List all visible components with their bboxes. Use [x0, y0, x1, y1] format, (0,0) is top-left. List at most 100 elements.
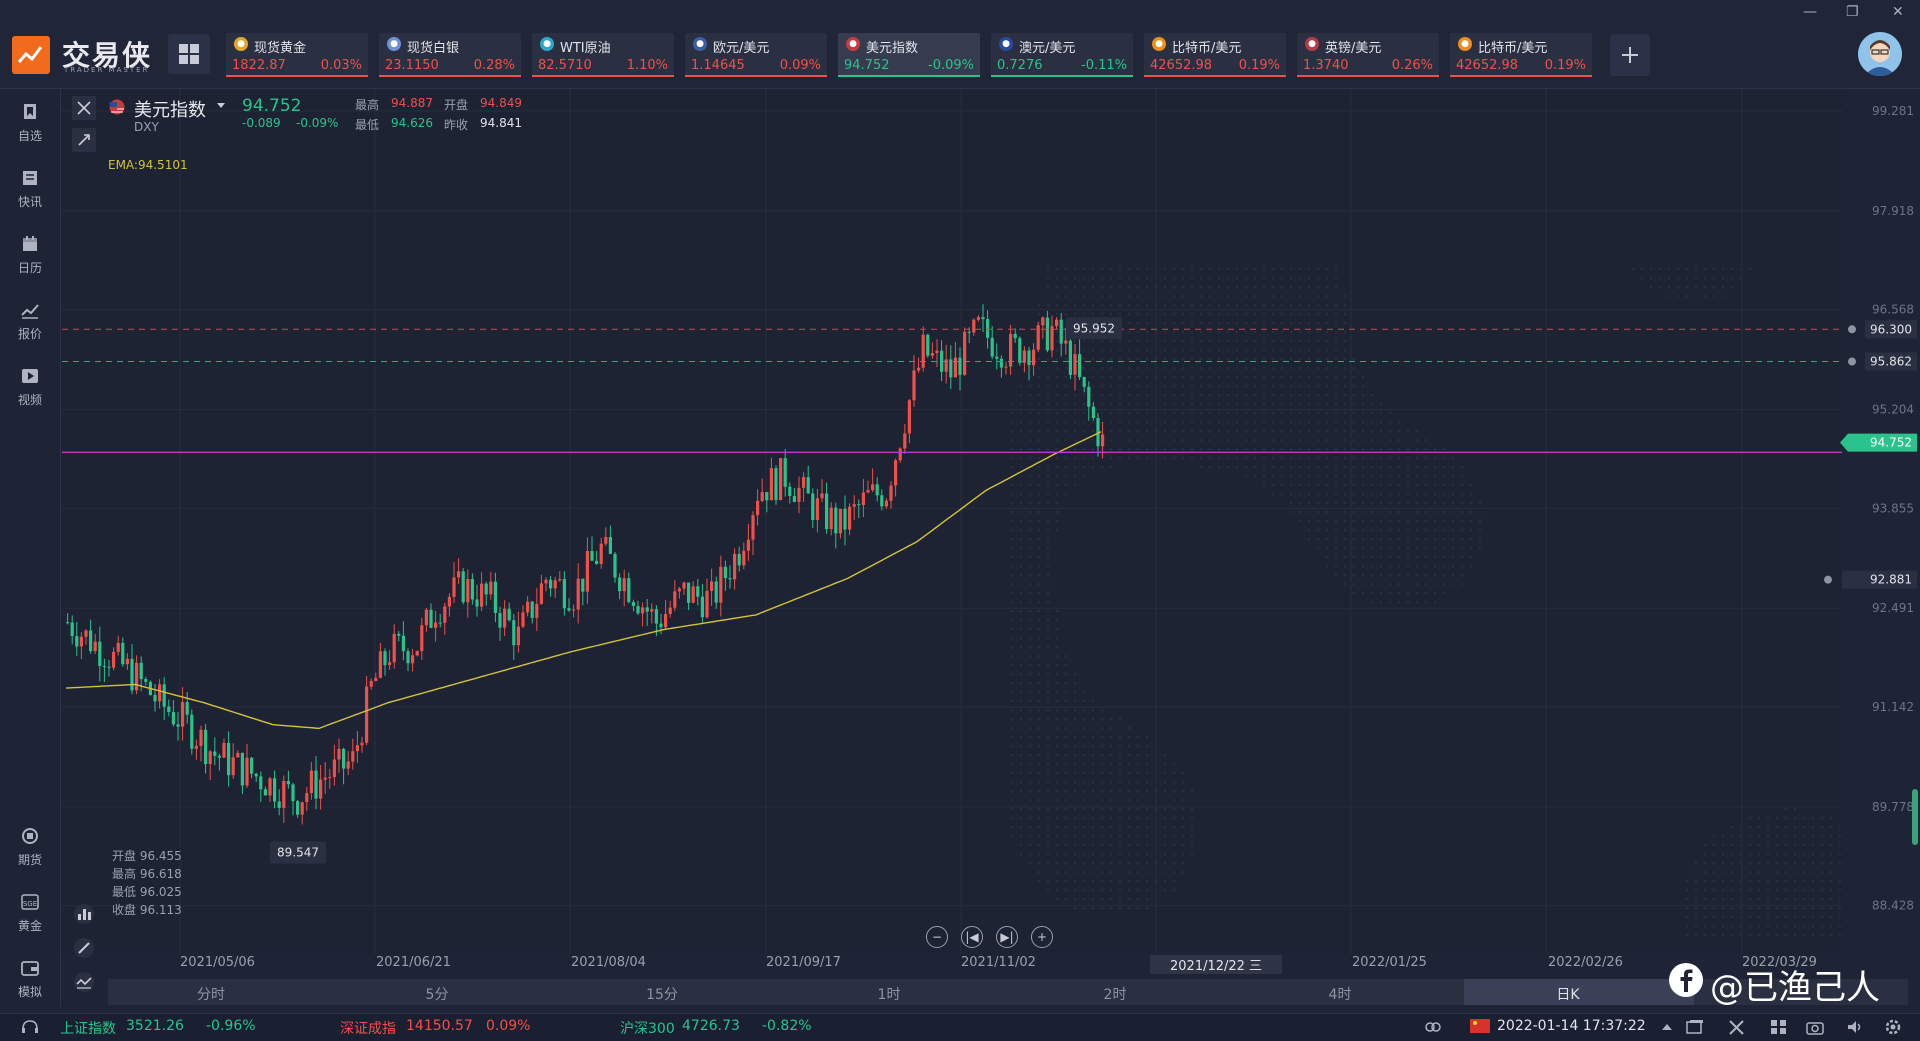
map-dot: [1721, 276, 1725, 280]
sidebar-item-calendar[interactable]: 日历: [0, 229, 60, 283]
map-dot: [1442, 591, 1446, 595]
layout-grid-button[interactable]: [168, 34, 210, 74]
candle-body: [788, 486, 792, 496]
quote-card[interactable]: ● 比特币/美元 42652.98 0.19%: [1144, 33, 1286, 77]
map-dot: [1424, 465, 1428, 469]
map-dot: [1127, 321, 1131, 325]
indicator-icon[interactable]: [73, 903, 95, 925]
sidebar-item-quotes[interactable]: 报价: [0, 295, 60, 349]
map-dot: [1784, 933, 1788, 937]
minimize-button[interactable]: —: [1803, 4, 1817, 20]
volume-icon[interactable]: [1846, 1019, 1864, 1035]
chart-type-icon[interactable]: [73, 971, 95, 993]
quote-card[interactable]: ● 欧元/美元 1.14645 0.09%: [685, 33, 827, 77]
map-dot: [1694, 276, 1698, 280]
map-dot: [1460, 537, 1464, 541]
kline-chart[interactable]: 99.28197.91896.56895.20493.85592.49191.1…: [62, 89, 1920, 979]
map-dot: [1055, 717, 1059, 721]
map-dot: [1136, 771, 1140, 775]
symbol-title[interactable]: 美元指数: [134, 100, 206, 121]
map-dot: [1325, 366, 1329, 370]
map-dot: [1082, 402, 1086, 406]
zoom-in-button[interactable]: +: [1031, 926, 1053, 948]
map-dot: [1100, 816, 1104, 820]
map-dot: [1019, 492, 1023, 496]
sh-index-label[interactable]: 上证指数: [60, 1021, 116, 1037]
map-dot: [1406, 537, 1410, 541]
timeframe-tab[interactable]: 5分: [425, 987, 449, 1003]
expand-chart-icon[interactable]: [72, 128, 96, 152]
camera-icon[interactable]: [1806, 1019, 1824, 1035]
map-dot: [1640, 267, 1644, 271]
quote-price: 1822.87: [232, 58, 286, 73]
draw-pen-icon[interactable]: [73, 937, 95, 959]
plus-icon: [1622, 47, 1638, 63]
candle-body: [636, 606, 640, 614]
map-dot: [1370, 564, 1374, 568]
sidebar-item-simulate[interactable]: 模拟: [0, 953, 60, 1007]
close-button[interactable]: ✕: [1892, 4, 1904, 20]
hs300-label[interactable]: 沪深300: [620, 1021, 675, 1037]
candle-body: [66, 622, 70, 624]
map-dot: [1037, 537, 1041, 541]
map-dot: [1217, 465, 1221, 469]
add-quote-button[interactable]: [1610, 34, 1650, 76]
restore-button[interactable]: ❐: [1846, 4, 1859, 20]
map-dot: [1316, 510, 1320, 514]
map-dot: [1397, 591, 1401, 595]
sidebar-item-watchlist[interactable]: 自选: [0, 97, 60, 151]
sz-index-label[interactable]: 深证成指: [340, 1021, 396, 1037]
settings-gear-icon[interactable]: [1884, 1019, 1902, 1035]
timeframe-tab[interactable]: 4时: [1328, 987, 1352, 1003]
map-dot: [1046, 870, 1050, 874]
caret-up-icon[interactable]: [1660, 1020, 1674, 1034]
timeframe-tab[interactable]: 2时: [1103, 987, 1127, 1003]
quote-card[interactable]: ● 澳元/美元 0.7276 -0.11%: [991, 33, 1133, 77]
map-dot: [1262, 312, 1266, 316]
timeframe-tab[interactable]: 1时: [877, 987, 901, 1003]
map-dot: [1109, 789, 1113, 793]
map-dot: [1046, 825, 1050, 829]
chevron-down-icon[interactable]: [216, 102, 226, 110]
candle-body: [1027, 350, 1031, 366]
link-icon[interactable]: [1424, 1019, 1442, 1035]
zoom-out-button[interactable]: −: [926, 926, 948, 948]
sidebar-item-video[interactable]: 视频: [0, 361, 60, 415]
map-dot: [1127, 771, 1131, 775]
grid-layout-icon[interactable]: [1770, 1019, 1788, 1035]
quote-change: -0.11%: [1081, 58, 1127, 73]
timeframe-tab[interactable]: 15分: [646, 987, 678, 1003]
candle-body: [834, 507, 838, 534]
map-dot: [1397, 510, 1401, 514]
candle-body: [121, 642, 125, 665]
scroll-last-button[interactable]: ▶|: [996, 926, 1018, 948]
map-dot: [1460, 510, 1464, 514]
quote-card[interactable]: ● WTI原油 82.5710 1.10%: [532, 33, 674, 77]
sidebar-item-gold[interactable]: SGE 黄金: [0, 887, 60, 941]
map-dot: [1415, 501, 1419, 505]
map-dot: [1298, 267, 1302, 271]
sidebar-item-futures[interactable]: 期货: [0, 821, 60, 875]
map-dot: [1190, 303, 1194, 307]
sidebar-item-news[interactable]: 快讯: [0, 163, 60, 217]
map-dot: [1721, 933, 1725, 937]
quote-card[interactable]: ● 现货黄金 1822.87 0.03%: [226, 33, 368, 77]
user-avatar[interactable]: [1858, 32, 1902, 76]
quote-card[interactable]: ● 比特币/美元 42652.98 0.19%: [1450, 33, 1592, 77]
timeframe-tab[interactable]: 日K: [1556, 987, 1580, 1003]
map-dot: [1271, 330, 1275, 334]
headset-icon[interactable]: [20, 1019, 40, 1035]
scroll-first-button[interactable]: |◀: [961, 926, 983, 948]
map-dot: [1325, 456, 1329, 460]
tools-icon[interactable]: [1728, 1019, 1746, 1035]
quote-card[interactable]: ● 美元指数 94.752 -0.09%: [838, 33, 980, 77]
x-tick-label: 2022/02/26: [1548, 955, 1623, 970]
quote-card[interactable]: ● 现货白银 23.1150 0.28%: [379, 33, 521, 77]
window-icon[interactable]: [1686, 1019, 1704, 1035]
close-chart-icon[interactable]: [72, 96, 96, 120]
map-dot: [1010, 546, 1014, 550]
map-dot: [1262, 402, 1266, 406]
quote-card[interactable]: ● 英镑/美元 1.3740 0.26%: [1297, 33, 1439, 77]
timeframe-tab[interactable]: 分时: [197, 987, 225, 1003]
map-dot: [1811, 870, 1815, 874]
